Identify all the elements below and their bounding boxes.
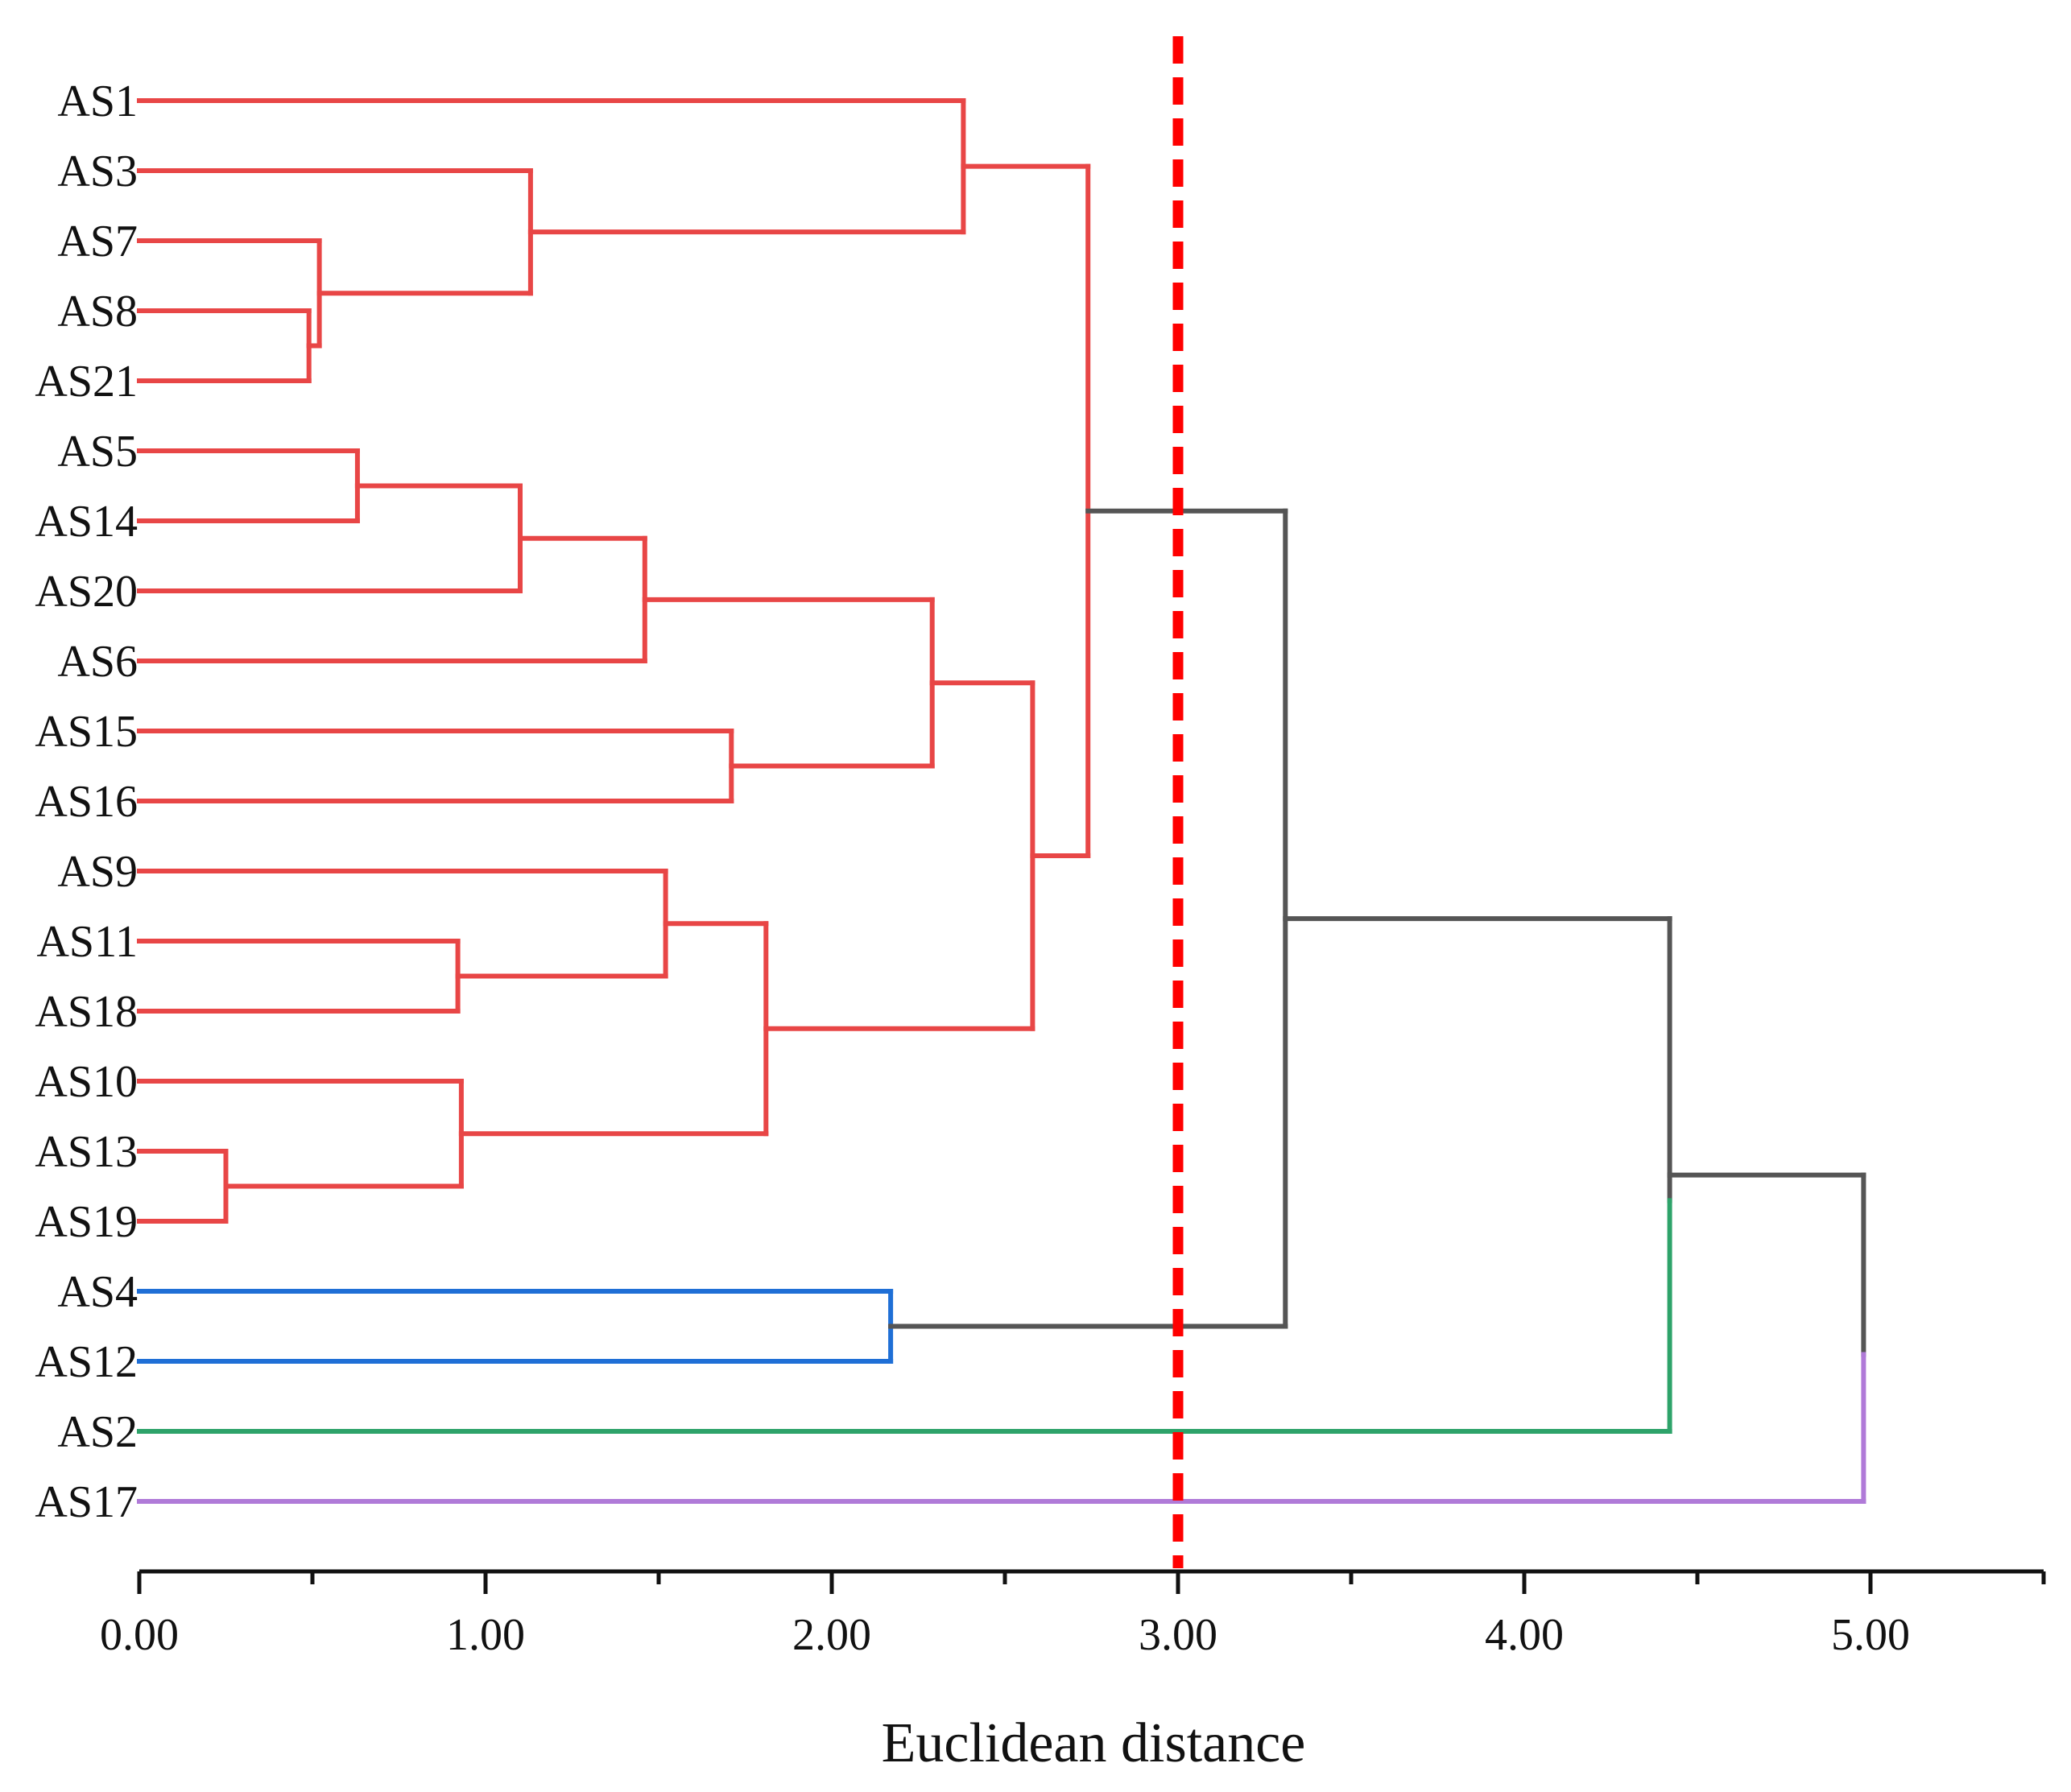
x-tick-label: 3.00	[1139, 1610, 1217, 1660]
leaf-label-as6: AS6	[57, 637, 138, 687]
leaf-label-as11: AS11	[36, 917, 138, 967]
leaf-label-as5: AS5	[57, 427, 138, 477]
leaf-label-as9: AS9	[57, 847, 138, 897]
leaf-label-as14: AS14	[35, 497, 138, 547]
leaf-label-as2: AS2	[57, 1407, 138, 1457]
leaf-label-as12: AS12	[35, 1337, 138, 1387]
x-tick-label: 2.00	[792, 1610, 871, 1660]
leaf-label-as10: AS10	[35, 1057, 138, 1107]
x-axis-title: Euclidean distance	[882, 1712, 1306, 1774]
leaf-label-as15: AS15	[35, 707, 138, 757]
leaf-label-as7: AS7	[57, 217, 138, 266]
leaf-label-as8: AS8	[57, 287, 138, 337]
leaf-label-as3: AS3	[57, 147, 138, 196]
x-tick-label: 5.00	[1831, 1610, 1910, 1660]
leaf-label-as18: AS18	[35, 987, 138, 1037]
leaf-label-as16: AS16	[35, 777, 138, 827]
x-axis: 0.00 1.00 2.00 3.00 4.00 5.00	[100, 1569, 2046, 1660]
x-tick-label: 0.00	[100, 1610, 179, 1660]
x-tick-label: 4.00	[1485, 1610, 1564, 1660]
x-tick-label: 1.00	[446, 1610, 525, 1660]
leaf-label-as20: AS20	[35, 567, 138, 617]
leaf-label-as1: AS1	[57, 76, 138, 126]
leaf-label-as19: AS19	[35, 1197, 138, 1247]
leaf-label-as21: AS21	[35, 357, 138, 407]
leaf-labels: AS1 AS3 AS7 AS8 AS21 AS5 AS14 AS20 AS6 AS15 AS16 AS…	[35, 76, 138, 1527]
leaf-label-as17: AS17	[35, 1477, 138, 1527]
leaf-label-as4: AS4	[57, 1267, 138, 1317]
leaf-label-as13: AS13	[35, 1127, 138, 1177]
dendrogram-links	[137, 98, 1866, 1504]
